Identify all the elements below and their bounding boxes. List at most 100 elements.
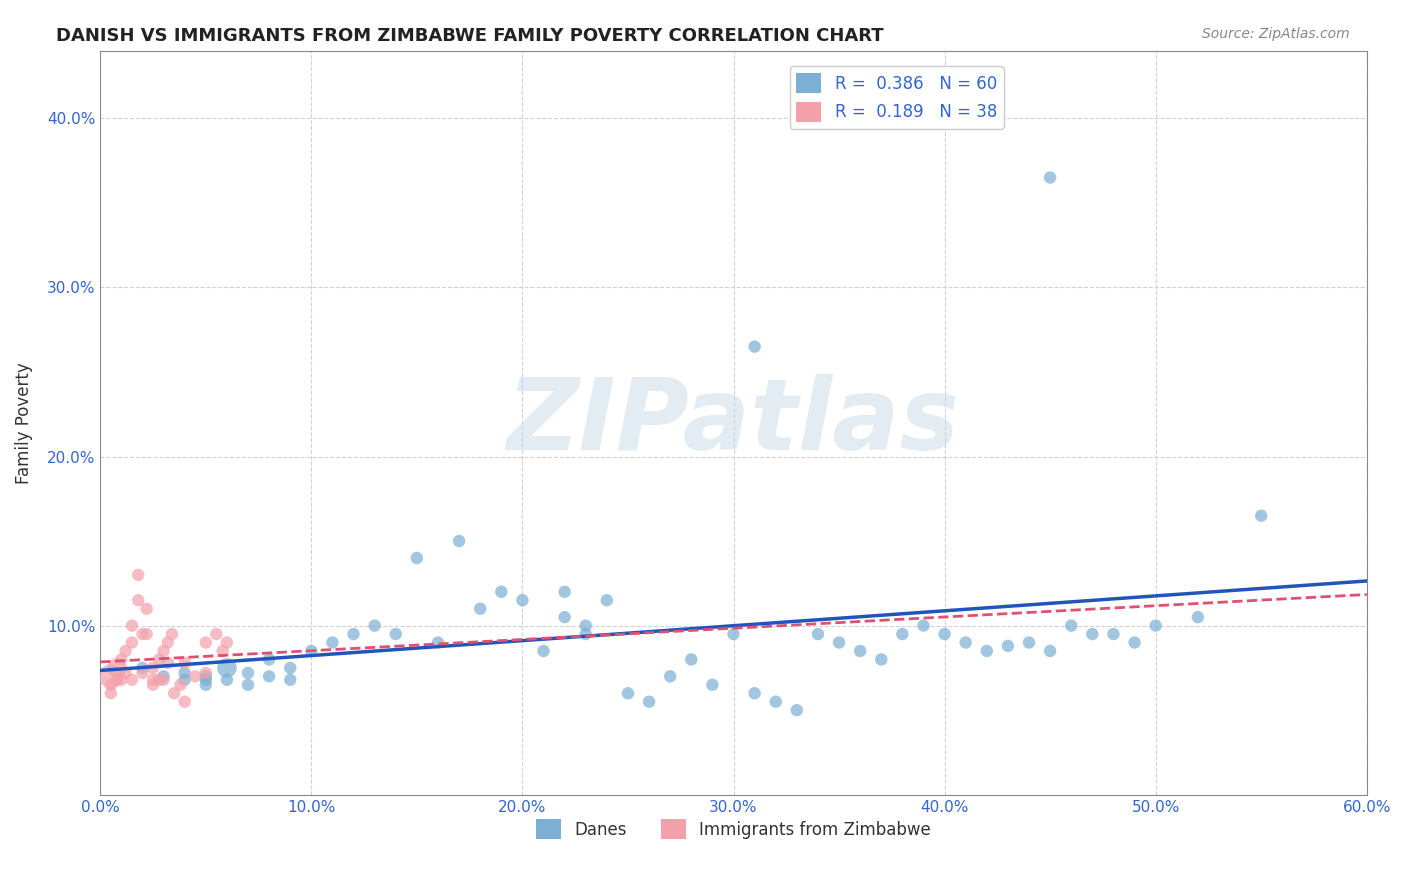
Point: [491, 584, 513, 599]
Point: [363, 618, 385, 632]
Point: [215, 661, 238, 675]
Legend: Danes, Immigrants from Zimbabwe: Danes, Immigrants from Zimbabwe: [530, 813, 938, 846]
Point: [744, 686, 766, 700]
Point: [723, 627, 745, 641]
Point: [148, 652, 170, 666]
Point: [160, 627, 183, 641]
Point: [1060, 618, 1083, 632]
Point: [554, 610, 576, 624]
Point: [1039, 644, 1062, 658]
Point: [173, 673, 195, 687]
Point: [405, 551, 427, 566]
Point: [100, 678, 122, 692]
Point: [114, 644, 136, 658]
Point: [554, 584, 576, 599]
Point: [121, 673, 143, 687]
Point: [427, 635, 450, 649]
Point: [976, 644, 998, 658]
Point: [173, 665, 195, 680]
Point: [142, 678, 165, 692]
Point: [786, 703, 808, 717]
Point: [449, 534, 471, 549]
Point: [127, 593, 149, 607]
Point: [100, 669, 122, 683]
Point: [135, 627, 157, 641]
Point: [1081, 627, 1104, 641]
Point: [110, 652, 132, 666]
Point: [955, 635, 977, 649]
Point: [156, 635, 179, 649]
Point: [891, 627, 914, 641]
Point: [1039, 170, 1062, 185]
Point: [152, 673, 174, 687]
Point: [184, 669, 207, 683]
Point: [849, 644, 872, 658]
Point: [807, 627, 830, 641]
Text: DANISH VS IMMIGRANTS FROM ZIMBABWE FAMILY POVERTY CORRELATION CHART: DANISH VS IMMIGRANTS FROM ZIMBABWE FAMIL…: [56, 27, 884, 45]
Point: [596, 593, 619, 607]
Point: [215, 635, 238, 649]
Point: [194, 635, 217, 649]
Point: [100, 686, 122, 700]
Point: [575, 627, 598, 641]
Point: [681, 652, 703, 666]
Point: [194, 673, 217, 687]
Point: [575, 618, 598, 632]
Point: [194, 678, 217, 692]
Point: [236, 678, 259, 692]
Point: [702, 678, 724, 692]
Point: [121, 618, 143, 632]
Point: [617, 686, 640, 700]
Point: [236, 665, 259, 680]
Point: [215, 673, 238, 687]
Point: [163, 686, 186, 700]
Point: [173, 656, 195, 670]
Point: [533, 644, 555, 658]
Point: [384, 627, 406, 641]
Point: [169, 678, 191, 692]
Point: [205, 627, 228, 641]
Point: [121, 635, 143, 649]
Point: [152, 669, 174, 683]
Point: [211, 644, 233, 658]
Point: [105, 673, 128, 687]
Point: [156, 656, 179, 670]
Point: [1187, 610, 1209, 624]
Point: [194, 665, 217, 680]
Point: [744, 340, 766, 354]
Point: [127, 567, 149, 582]
Point: [299, 644, 322, 658]
Point: [278, 673, 301, 687]
Point: [1102, 627, 1125, 641]
Point: [257, 669, 280, 683]
Point: [1250, 508, 1272, 523]
Point: [135, 601, 157, 615]
Point: [870, 652, 893, 666]
Point: [148, 673, 170, 687]
Point: [470, 601, 492, 615]
Point: [131, 627, 153, 641]
Point: [321, 635, 343, 649]
Point: [828, 635, 851, 649]
Point: [934, 627, 956, 641]
Text: Source: ZipAtlas.com: Source: ZipAtlas.com: [1202, 27, 1350, 41]
Point: [194, 669, 217, 683]
Point: [114, 665, 136, 680]
Point: [912, 618, 935, 632]
Point: [765, 695, 787, 709]
Point: [142, 661, 165, 675]
Point: [1123, 635, 1146, 649]
Point: [257, 652, 280, 666]
Point: [512, 593, 534, 607]
Point: [173, 695, 195, 709]
Point: [638, 695, 661, 709]
Point: [1144, 618, 1167, 632]
Point: [131, 661, 153, 675]
Point: [659, 669, 682, 683]
Text: ZIPatlas: ZIPatlas: [508, 374, 960, 471]
Point: [110, 673, 132, 687]
Point: [131, 665, 153, 680]
Point: [278, 661, 301, 675]
Y-axis label: Family Poverty: Family Poverty: [15, 362, 32, 483]
Point: [105, 661, 128, 675]
